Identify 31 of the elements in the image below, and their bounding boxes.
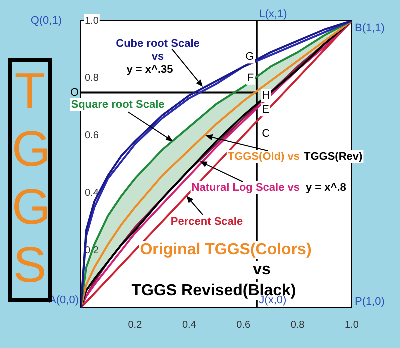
x-tick-label: 0.4: [182, 320, 197, 331]
annotation: G: [246, 51, 254, 64]
text: Q(0,1): [30, 15, 62, 28]
y-tick-label: 0.6: [85, 130, 100, 142]
text: TGGS: [12, 63, 51, 293]
y-tick-label: 1.0: [85, 16, 100, 27]
annotation: y = x^.8: [306, 182, 346, 194]
annotation: Cube root Scale: [116, 38, 200, 50]
annotation: Original TGGS(Colors): [140, 241, 312, 258]
annotation: vs: [253, 261, 271, 278]
annotation: Square root Scale: [71, 99, 165, 112]
annotation: O: [70, 86, 80, 99]
annotation: C: [262, 128, 270, 140]
x-tick-label: 1.0: [345, 320, 360, 331]
annotation: y = x^.35: [126, 64, 174, 76]
annotation: Percent Scale: [170, 216, 244, 228]
x-tick-label: 0.2: [128, 320, 143, 331]
annotation: vs: [152, 51, 164, 64]
x-tick-label: 0.6: [236, 320, 251, 331]
annotation: B(1,1): [355, 22, 385, 35]
y-tick-label: 0.4: [85, 188, 100, 199]
text: P(1,0): [355, 296, 385, 308]
annotation: L(x,1): [259, 8, 288, 21]
annotation: TGGS(Old) vs: [228, 151, 300, 164]
annotation: Natural Log Scale vs: [192, 182, 300, 194]
annotation: H: [262, 90, 270, 102]
annotation: TGGS(Rev): [304, 151, 364, 164]
x-tick-label: 0.8: [290, 320, 306, 331]
annotation: F: [247, 72, 254, 84]
y-tick-label: 0.8: [85, 73, 100, 84]
annotation: E: [262, 104, 270, 116]
